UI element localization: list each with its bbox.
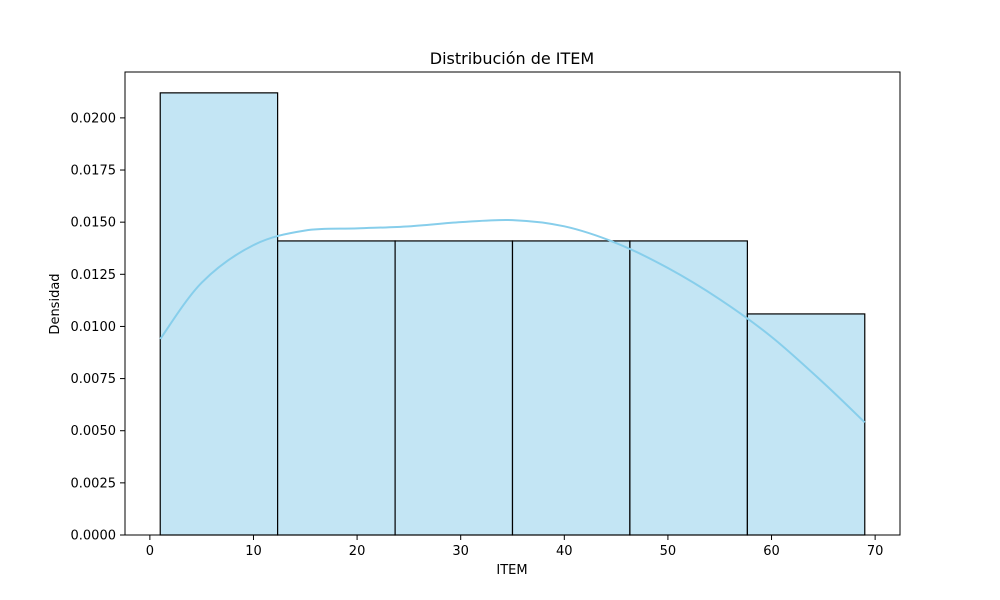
y-tick-label: 0.0125: [71, 268, 117, 283]
histogram-bar-5: [629, 240, 748, 536]
y-tick-label: 0.0150: [71, 216, 117, 231]
plot-frame: [124, 71, 901, 536]
y-axis-ticks: 0.0000 0.0025 0.0050 0.0075 0.0100 0.0125 0.01…: [71, 111, 125, 544]
chart-title: Distribución de ITEM: [430, 49, 594, 68]
kde-line: [159, 218, 866, 424]
histogram-bar-6: [746, 313, 866, 536]
histogram-bar-2: [277, 240, 396, 536]
x-tick-label: 20: [349, 544, 366, 559]
x-tick-label: 50: [660, 544, 677, 559]
y-tick-label: 0.0025: [71, 476, 117, 491]
x-tick-label: 10: [245, 544, 262, 559]
y-tick-label: 0.0050: [71, 424, 117, 439]
histogram-bar-1: [159, 92, 279, 536]
x-tick-label: 70: [867, 544, 884, 559]
histogram-bar-3: [394, 240, 514, 536]
y-axis-label: Densidad: [48, 273, 63, 334]
y-tick-label: 0.0075: [71, 372, 117, 387]
x-tick-label: 0: [146, 544, 154, 559]
y-tick-label: 0.0175: [71, 164, 117, 179]
x-tick-label: 40: [556, 544, 573, 559]
y-tick-label: 0.0100: [71, 320, 117, 335]
bars-group: [159, 92, 866, 536]
histogram-bar-4: [511, 240, 631, 536]
y-tick-label: 0.0000: [71, 529, 117, 544]
x-axis-ticks: 0 10 20 30 40 50 60 70: [146, 535, 884, 559]
x-tick-label: 30: [452, 544, 469, 559]
x-axis-label: ITEM: [496, 563, 527, 578]
y-tick-label: 0.0200: [71, 111, 117, 126]
x-tick-label: 60: [763, 544, 780, 559]
